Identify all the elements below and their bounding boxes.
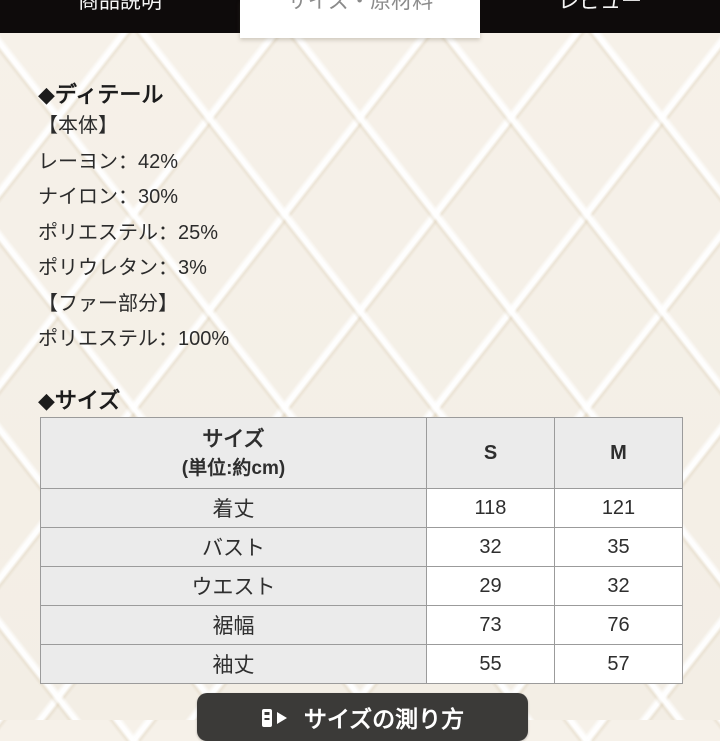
- size-row-label: 着丈: [40, 488, 427, 528]
- size-value-m: 76: [554, 605, 683, 645]
- size-value-m: 32: [554, 566, 683, 606]
- material-line: ポリウレタン：3%: [38, 257, 207, 279]
- size-row-label: バスト: [40, 527, 427, 567]
- tab-label: 商品説明: [78, 0, 162, 13]
- table-row: 着丈 118 121: [40, 488, 683, 528]
- material-line: ナイロン：30%: [38, 186, 179, 208]
- size-table: サイズ (単位:約cm) S M 着丈 118 121 バスト 32 35 ウエ…: [40, 417, 683, 684]
- size-value-s: 32: [426, 527, 555, 567]
- size-guide-button-label: サイズの測り方: [303, 706, 465, 732]
- size-column-m: M: [554, 417, 683, 489]
- material-section-title: 【本体】: [38, 115, 118, 137]
- size-row-label: 袖丈: [40, 644, 427, 684]
- tab-size-materials[interactable]: サイズ・原材料: [240, 0, 480, 38]
- size-table-header-cell: サイズ (単位:約cm): [40, 417, 427, 489]
- tab-product-description[interactable]: 商品説明: [0, 0, 240, 33]
- size-value-m: 121: [554, 488, 683, 528]
- size-value-m: 35: [554, 527, 683, 567]
- table-row: 袖丈 55 57: [40, 644, 683, 684]
- detail-heading: ◆ディテール: [38, 82, 164, 107]
- size-table-header-row: サイズ (単位:約cm) S M: [40, 417, 683, 489]
- size-value-m: 57: [554, 644, 683, 684]
- tab-reviews[interactable]: レビュー: [480, 0, 720, 33]
- size-value-s: 55: [426, 644, 555, 684]
- triangle-icon: [276, 712, 287, 724]
- size-value-s: 29: [426, 566, 555, 606]
- size-column-s: S: [426, 417, 555, 489]
- size-guide-button[interactable]: サイズの測り方: [197, 693, 528, 741]
- table-row: ウエスト 29 32: [40, 566, 683, 606]
- measuring-tape-icon: [261, 709, 287, 727]
- material-line: ポリエステル：25%: [38, 221, 219, 244]
- tab-bar: 商品説明 サイズ・原材料 レビュー: [0, 0, 720, 40]
- material-list: 【本体】 レーヨン：42% ナイロン：30% ポリエステル：25% ポリウレタン…: [38, 109, 229, 358]
- tab-label: サイズ・原材料: [286, 0, 434, 13]
- size-value-s: 118: [426, 488, 555, 528]
- table-row: バスト 32 35: [40, 527, 683, 567]
- material-line: レーヨン：42%: [38, 150, 179, 173]
- size-row-label: 裾幅: [40, 605, 427, 645]
- size-row-label: ウエスト: [40, 566, 427, 606]
- material-section-title: 【ファー部分】: [38, 292, 178, 315]
- size-value-s: 73: [426, 605, 555, 645]
- table-row: 裾幅 73 76: [40, 605, 683, 645]
- size-table-header-unit: (単位:約cm): [181, 457, 286, 479]
- size-table-header-label: サイズ: [202, 428, 265, 452]
- material-line: ポリエステル：100%: [38, 328, 230, 350]
- size-heading: ◆サイズ: [38, 388, 121, 413]
- tab-label: レビュー: [558, 0, 642, 13]
